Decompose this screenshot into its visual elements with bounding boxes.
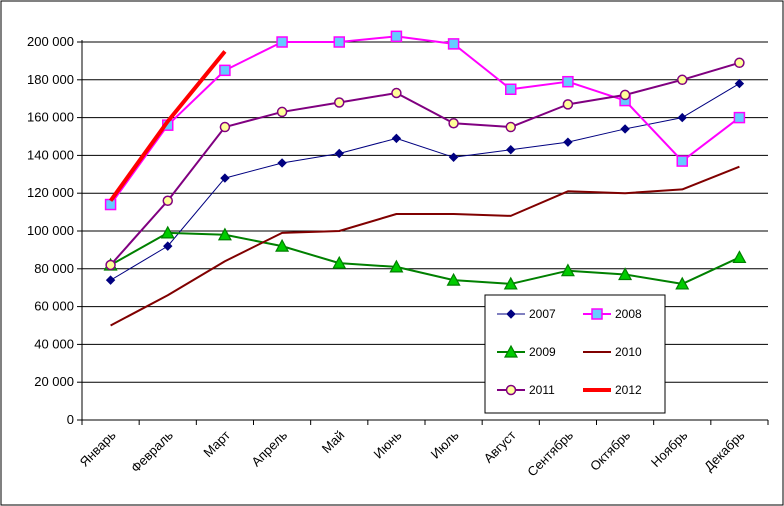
series-line xyxy=(109,35,741,206)
legend-item-2007: 2007 xyxy=(497,307,556,321)
point-marker xyxy=(734,57,745,69)
y-tick-label: 120 000 xyxy=(27,185,74,200)
point-marker xyxy=(105,259,116,271)
point-marker xyxy=(220,173,230,183)
point-marker xyxy=(217,227,232,241)
legend-label: 2009 xyxy=(529,345,556,359)
point-marker xyxy=(276,106,288,118)
point-marker xyxy=(446,272,461,286)
point-marker xyxy=(448,152,459,162)
point-marker xyxy=(562,75,574,88)
legend-label: 2008 xyxy=(615,307,642,321)
legend-item-2010: 2010 xyxy=(583,345,642,359)
legend-item-2009: 2009 xyxy=(497,344,556,359)
point-marker xyxy=(505,384,517,396)
point-marker xyxy=(506,309,516,319)
point-marker xyxy=(618,267,633,281)
series-2012 xyxy=(108,50,227,202)
point-marker xyxy=(560,263,575,277)
point-marker xyxy=(276,36,288,48)
series-2007 xyxy=(105,78,745,285)
point-marker xyxy=(332,255,347,269)
point-marker xyxy=(733,111,746,124)
point-marker xyxy=(506,145,516,155)
point-marker xyxy=(503,276,518,290)
point-marker xyxy=(219,121,231,133)
point-marker xyxy=(677,74,688,86)
point-marker xyxy=(503,344,519,358)
series-line xyxy=(108,50,227,202)
y-tick-label: 60 000 xyxy=(34,299,74,314)
y-tick-label: 180 000 xyxy=(27,72,74,87)
point-marker xyxy=(620,124,630,134)
point-marker xyxy=(732,250,747,264)
point-marker xyxy=(334,148,344,159)
point-marker xyxy=(448,118,459,129)
point-marker xyxy=(162,195,173,207)
point-marker xyxy=(619,89,631,101)
y-tick-label: 80 000 xyxy=(34,261,74,276)
series-line xyxy=(110,165,740,327)
point-marker xyxy=(562,99,574,110)
series-group xyxy=(103,30,747,327)
point-marker xyxy=(505,121,516,133)
point-marker xyxy=(104,198,117,211)
series-line xyxy=(110,231,740,285)
point-marker xyxy=(447,38,460,50)
point-marker xyxy=(390,30,403,43)
legend-item-2011: 2011 xyxy=(497,383,555,397)
legend-label: 2012 xyxy=(615,383,642,397)
point-marker xyxy=(391,133,402,144)
legend-label: 2010 xyxy=(615,345,642,359)
point-marker xyxy=(275,238,290,252)
legend-label: 2007 xyxy=(529,307,556,321)
point-marker xyxy=(160,225,175,239)
y-tick-label: 40 000 xyxy=(34,336,74,351)
series-2010 xyxy=(110,165,740,327)
y-tick-label: 0 xyxy=(67,412,74,427)
point-marker xyxy=(676,155,688,167)
point-marker xyxy=(334,97,345,108)
y-axis: 0 20 000 40 000 60 000 80 000 100 000 120 000 1… xyxy=(27,34,83,427)
y-tick-label: 200 000 xyxy=(27,34,74,49)
legend-item-2008: 2008 xyxy=(583,307,642,321)
point-marker xyxy=(734,78,745,89)
point-marker xyxy=(105,275,116,285)
legend: 2007 2008 2009 2010 2011 2012 xyxy=(484,294,666,414)
legend-item-2012: 2012 xyxy=(583,383,642,397)
point-marker xyxy=(333,36,345,48)
series-2011 xyxy=(105,57,745,271)
point-marker xyxy=(563,137,573,147)
point-marker xyxy=(389,259,404,273)
point-marker xyxy=(277,158,287,168)
point-marker xyxy=(677,112,687,123)
point-marker xyxy=(505,83,517,95)
series-line xyxy=(110,83,740,281)
y-tick-label: 160 000 xyxy=(27,110,74,125)
point-marker xyxy=(591,308,603,320)
y-tick-label: 140 000 xyxy=(27,147,74,162)
point-marker xyxy=(219,64,231,77)
y-tick-label: 20 000 xyxy=(34,374,74,389)
point-marker xyxy=(391,87,402,99)
point-marker xyxy=(675,276,690,290)
legend-label: 2011 xyxy=(529,383,555,397)
y-tick-label: 100 000 xyxy=(27,223,74,238)
point-marker xyxy=(163,241,173,251)
series-line xyxy=(109,61,740,266)
